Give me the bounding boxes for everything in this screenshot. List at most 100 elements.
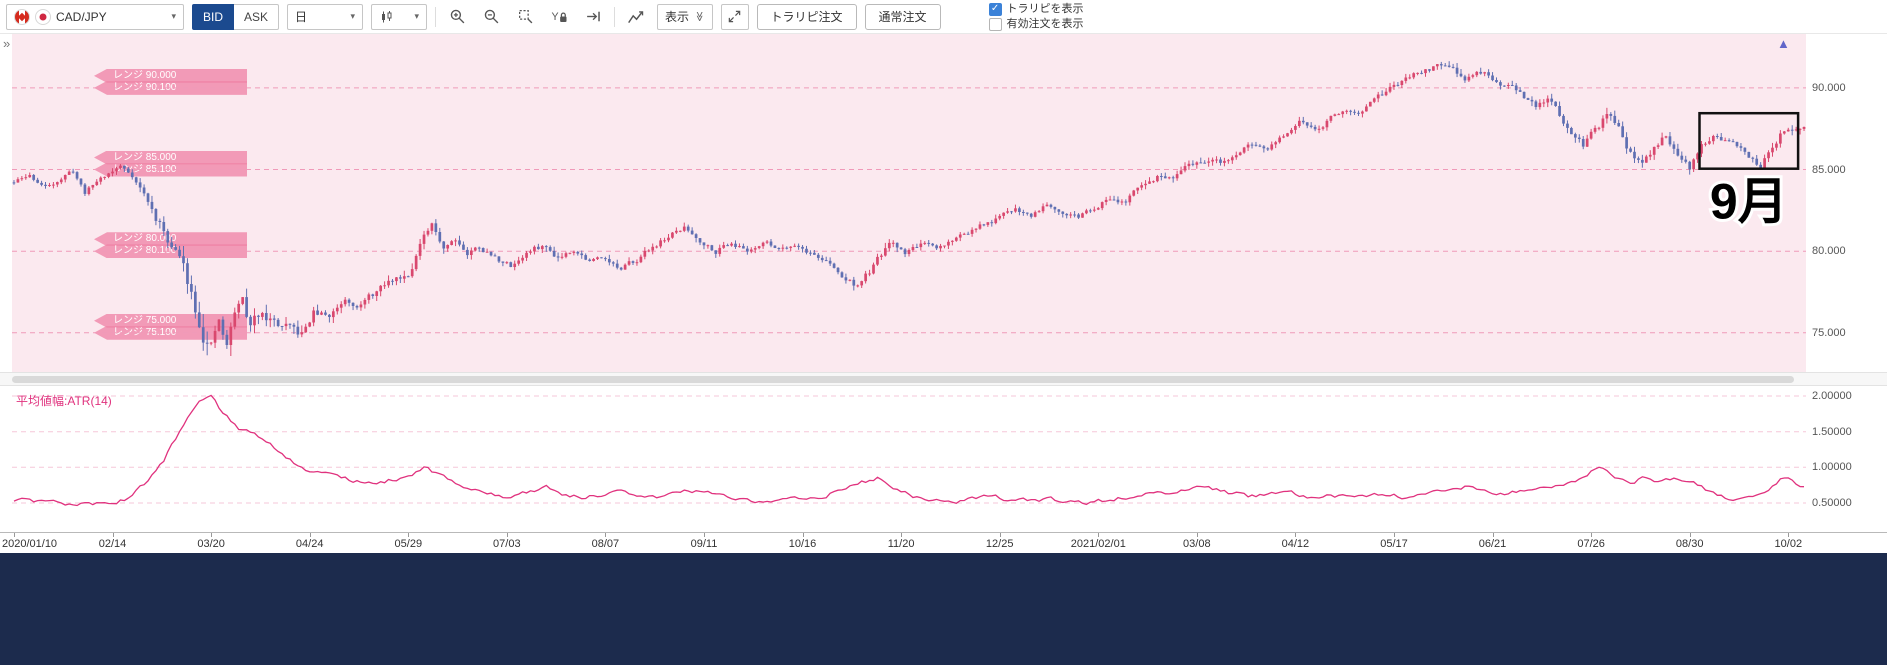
date-tick [211,533,213,537]
zoom-in-icon [450,9,464,24]
show-active-orders-label: 有効注文を表示 [1006,17,1084,30]
date-tick [704,533,705,537]
currency-pair-label: CAD/JPY [56,9,107,24]
date-tick [506,533,508,537]
price-axis-label: 80.000 [1812,245,1846,258]
checkbox-unchecked-icon [988,17,1002,31]
range-tags: レンジ 90.000 レンジ 90.100 レンジ 85.000 レンジ 85.100… [0,34,1887,372]
date-label: 02/14 [98,538,127,550]
date-tick [1196,533,1198,537]
date-label: 05/17 [1380,538,1408,550]
check-icon: ✓ [990,3,1000,14]
show-toraripi-checkbox[interactable]: ✓ トラリピを表示 [988,2,1084,16]
fullscreen-button[interactable] [720,3,749,30]
price-axis-label: 85.000 [1812,163,1846,176]
scrollbar-thumb[interactable] [12,376,1794,383]
date-tick [1295,533,1297,537]
chevron-down-icon: ▾ [350,11,356,21]
zoom-out-button[interactable] [478,4,504,30]
canada-flag-icon [14,8,30,25]
date-label: 11/20 [887,538,915,550]
date-label: 12/25 [985,538,1014,550]
date-label: 10/16 [788,538,817,550]
date-tick [1492,533,1494,537]
date-tick [309,533,311,537]
collapse-panel-icon[interactable]: » [3,36,11,51]
maple-leaf-icon [17,12,27,21]
bottom-panel [0,553,1887,665]
timeframe-select[interactable]: 日 ▾ [287,3,364,30]
display-menu-button[interactable]: 表示 ≫ [657,3,713,30]
toolbar-separator [435,6,437,27]
date-tick [999,533,1001,537]
date-axis: 2020/01/10 02/14 03/20 04/24 05/29 07/03 08/07… [0,532,1887,553]
zoom-in-button[interactable] [444,4,470,30]
atr-axis-label: 1.50000 [1812,425,1852,438]
range-tag: レンジ 75.000 [94,313,247,328]
date-label: 05/29 [394,538,423,550]
date-tick [1098,533,1100,537]
price-chart[interactable]: 9月 [12,34,1806,372]
date-tick [802,533,804,537]
date-tick [605,533,607,537]
date-label: 08/30 [1675,538,1704,550]
date-label: 06/21 [1478,538,1507,550]
date-label: 07/26 [1577,538,1605,550]
range-tag: レンジ 75.100 [94,325,247,340]
date-label: 2021/02/01 [1070,538,1126,550]
go-to-latest-button[interactable] [580,4,606,30]
atr-axis-label: 2.00000 [1812,390,1852,402]
chevron-down-icon: ▾ [414,11,420,21]
expand-icon [728,10,741,23]
date-tick [1788,533,1790,537]
ask-button[interactable]: ASK [234,3,280,30]
range-tag: レンジ 85.000 [94,150,247,165]
normal-order-button[interactable]: 通常注文 [864,3,941,30]
september-annotation-label: 9月 [1710,174,1788,230]
currency-pair-select[interactable]: CAD/JPY ▾ [6,3,184,30]
display-options: ✓ トラリピを表示 有効注文を表示 [988,2,1084,31]
price-chart-panel: » レンジ 90.000 レンジ 90.100 レンジ 85.000 レンジ 85.1… [0,34,1887,372]
chart-type-select[interactable]: ▾ [371,3,428,30]
price-axis-label: 75.000 [1812,326,1846,339]
candlestick-icon [379,9,395,25]
date-label: 03/20 [197,538,225,550]
range-tag: レンジ 80.000 [94,232,247,247]
range-tag: レンジ 90.000 [94,68,247,83]
september-annotation-box [1698,111,1800,170]
show-active-orders-checkbox[interactable]: 有効注文を表示 [988,17,1084,31]
zoom-area-button[interactable] [512,4,538,30]
go-to-latest-icon [586,11,600,22]
double-chevron-down-icon: ≫ [693,11,705,22]
horizontal-scrollbar[interactable] [0,372,1887,386]
date-tick [408,533,410,537]
line-chart-icon [628,10,644,23]
date-label: 09/11 [690,538,718,550]
y-axis-lock-button[interactable]: Y [546,4,572,30]
date-tick [14,533,15,537]
bid-button[interactable]: BID [192,3,235,30]
date-tick [901,533,903,537]
date-tick [1591,533,1593,537]
bid-ask-toggle: BID ASK [192,3,280,30]
indicator-button[interactable] [623,4,649,30]
date-label: 04/24 [295,538,324,550]
japan-flag-icon [35,8,51,25]
date-label: 2020/01/10 [2,538,58,550]
latest-data-marker[interactable]: ▲ [1777,36,1790,51]
checkbox-checked-icon: ✓ [988,2,1002,16]
show-toraripi-label: トラリピを表示 [1006,2,1084,15]
date-label: 10/02 [1774,538,1803,550]
toraripi-order-button[interactable]: トラリピ注文 [756,3,857,30]
atr-chart[interactable] [12,386,1806,532]
y-axis-lock-icon: Y [551,11,567,23]
svg-text:Y: Y [551,11,558,23]
zoom-out-icon [484,9,498,24]
date-label: 03/08 [1183,538,1211,550]
atr-panel: 平均値幅:ATR(14) 2.00000 1.50000 1.00000 0.5000… [0,386,1887,532]
display-menu-label: 表示 [665,10,690,24]
range-tag: レンジ 80.100 [94,244,247,259]
atr-axis-label: 0.50000 [1812,496,1852,509]
range-tag: レンジ 90.100 [94,80,247,95]
chevron-down-icon: ▾ [171,11,176,21]
